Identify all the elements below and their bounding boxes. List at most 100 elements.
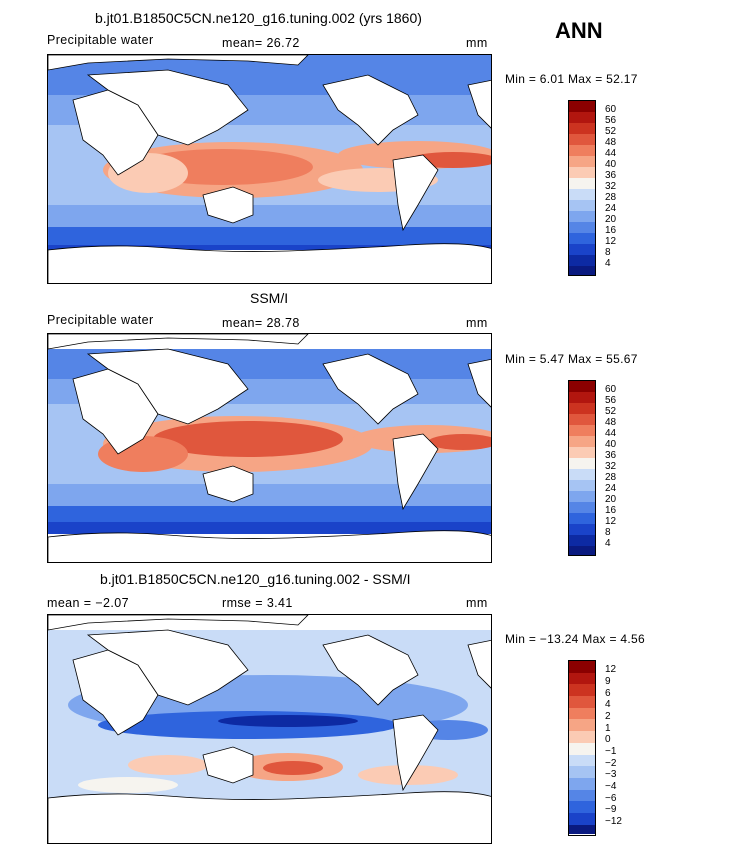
panel-2-colorbar [568,380,596,556]
panel-1-colorbar [568,100,596,276]
panel-3-colorbar-label: 0 [605,734,611,745]
panel-3-colorbar-swatch [569,742,595,755]
panel-1-colorbar-swatch [569,134,595,145]
panel-2-colorbar-label: 28 [605,472,617,483]
panel-3-colorbar-swatch [569,672,595,685]
panel-1-map [47,54,492,284]
panel-2-title: SSM/I [250,290,289,306]
panel-1-units: mm [466,36,488,50]
panel-3-colorbar-swatch [569,801,595,813]
panel-3-colorbar-label: 6 [605,688,611,699]
panel-2-colorbar-label: 52 [605,406,617,417]
panel-3-units: mm [466,596,488,610]
panel-1-colorbar-swatch [569,178,595,189]
panel-1-colorbar-label: 20 [605,214,617,225]
panel-3-colorbar [568,660,596,836]
panel-2-units: mm [466,316,488,330]
panel-2-colorbar-swatch [569,513,595,524]
panel-3-colorbar-swatch [569,696,595,708]
panel-2-colorbar-swatch [569,414,595,425]
panel-2-colorbar-swatch [569,502,595,513]
panel-3-colorbar-label: −2 [605,758,617,769]
panel-3-colorbar-swatch [569,707,595,720]
panel-3-colorbar-label: 9 [605,676,611,687]
panel-1-colorbar-label: 28 [605,192,617,203]
panel-2-colorbar-swatch [569,458,595,469]
panel-2-colorbar-swatch [569,535,595,546]
panel-1-colorbar-label: 56 [605,115,617,126]
panel-3-colorbar-swatch [569,661,595,673]
panel-3-colorbar-swatch [569,684,595,697]
panel-3-mean-label: mean = −2.07 [47,596,129,610]
panel-1-colorbar-swatch [569,255,595,266]
panel-2-colorbar-swatch [569,425,595,436]
panel-2-colorbar-label: 12 [605,516,617,527]
panel-1-colorbar-swatch [569,145,595,156]
panel-3-colorbar-swatch [569,731,595,743]
panel-1-colorbar-label: 44 [605,148,617,159]
panel-1-field-svg [48,55,491,283]
panel-3-colorbar-swatch [569,824,595,834]
panel-3-colorbar-label: −1 [605,746,617,757]
panel-3-colorbar-swatch [569,789,595,802]
panel-1-colorbar-label: 24 [605,203,617,214]
panel-1-colorbar-swatch [569,123,595,134]
panel-1-colorbar-label: 32 [605,181,617,192]
panel-1-colorbar-label: 16 [605,225,617,236]
panel-1-colorbar-swatch [569,211,595,222]
panel-2-colorbar-label: 4 [605,538,611,549]
panel-2-colorbar-label: 56 [605,395,617,406]
panel-3-rmse-label: rmse = 3.41 [222,596,293,610]
panel-1-title: b.jt01.B1850C5CN.ne120_g16.tuning.002 (y… [95,10,422,26]
panel-2-colorbar-swatch [569,381,595,392]
panel-2-colorbar-label: 32 [605,461,617,472]
panel-2-colorbar-swatch [569,447,595,458]
panel-2-map [47,333,492,563]
panel-1-variable-label: Precipitable water [47,33,154,47]
panel-3-colorbar-label: −9 [605,804,617,815]
panel-1-colorbar-label: 52 [605,126,617,137]
panel-1-mean-label: mean= 26.72 [222,36,300,50]
panel-3-title: b.jt01.B1850C5CN.ne120_g16.tuning.002 - … [100,571,411,587]
panel-3-field-svg [48,615,491,843]
panel-1-colorbar-label: 48 [605,137,617,148]
panel-2-colorbar-label: 20 [605,494,617,505]
panel-1-colorbar-swatch [569,101,595,112]
panel-2-colorbar-label: 60 [605,384,617,395]
panel-2-colorbar-label: 16 [605,505,617,516]
panel-2-colorbar-swatch [569,546,595,555]
panel-2-colorbar-label: 36 [605,450,617,461]
panel-1-colorbar-label: 40 [605,159,617,170]
panel-3-colorbar-label: −6 [605,793,617,804]
panel-3-colorbar-label: 4 [605,699,611,710]
panel-1-colorbar-swatch [569,266,595,275]
panel-2-colorbar-label: 24 [605,483,617,494]
panel-3-colorbar-label: −4 [605,781,617,792]
panel-3-colorbar-label: −12 [605,816,622,827]
panel-3-colorbar-swatch [569,812,595,825]
panel-3-minmax: Min = −13.24 Max = 4.56 [505,632,645,646]
panel-2-colorbar-swatch [569,392,595,403]
panel-3-colorbar-swatch [569,719,595,732]
panel-2-colorbar-swatch [569,524,595,535]
panel-3-colorbar-label: −3 [605,769,617,780]
panel-3-colorbar-swatch [569,777,595,790]
season-label: ANN [555,18,603,43]
panel-1-colorbar-swatch [569,167,595,178]
panel-3-colorbar-swatch [569,766,595,778]
panel-1-colorbar-swatch [569,200,595,211]
panel-2-colorbar-swatch [569,480,595,491]
panel-2-colorbar-label: 8 [605,527,611,538]
panel-2-colorbar-swatch [569,469,595,480]
panel-3-map [47,614,492,844]
panel-1-colorbar-label: 8 [605,247,611,258]
panel-1-colorbar-label: 4 [605,258,611,269]
panel-2-colorbar-swatch [569,491,595,502]
panel-3-colorbar-label: 12 [605,664,617,675]
panel-2-field-svg [48,334,491,562]
panel-2-colorbar-swatch [569,403,595,414]
panel-1-colorbar-swatch [569,244,595,255]
panel-2-colorbar-label: 48 [605,417,617,428]
panel-1-colorbar-swatch [569,222,595,233]
panel-1-colorbar-swatch [569,156,595,167]
